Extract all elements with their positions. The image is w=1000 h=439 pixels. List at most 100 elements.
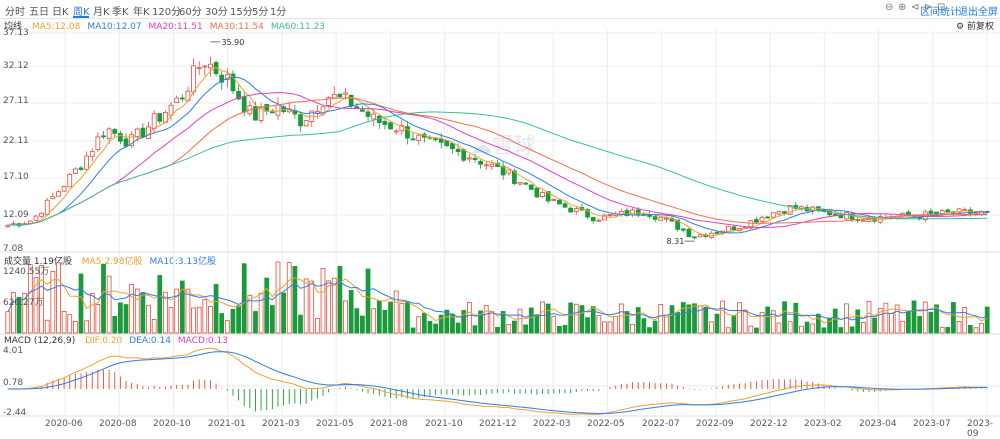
fullscreen-icon[interactable]: ⊡ — [937, 2, 946, 13]
volume-bar — [298, 314, 303, 334]
tab-6[interactable]: 年K — [133, 7, 150, 18]
candle-body — [320, 106, 326, 115]
volume-bar — [590, 306, 596, 334]
volume-bar — [821, 327, 827, 334]
volume-bar — [894, 304, 900, 334]
volume-bar — [129, 284, 135, 334]
prev-icon[interactable]: ⊲ — [911, 2, 920, 13]
volume-bar — [112, 316, 118, 334]
tab-10[interactable]: 15分 — [230, 7, 253, 18]
volume-bar — [123, 304, 129, 334]
volume-bar — [393, 290, 399, 334]
candle-body — [832, 213, 838, 216]
volume-bar — [647, 327, 652, 334]
macd-y-label: 4.01 — [3, 346, 24, 356]
candle-body — [860, 219, 866, 222]
candle-body — [236, 91, 241, 100]
candle-body — [101, 135, 106, 138]
tab-12[interactable]: 1分 — [270, 7, 287, 18]
candle-body — [67, 174, 73, 188]
legend-item: MA5:2.98亿股 — [81, 257, 143, 267]
legend-item: MA5:12.08 — [31, 22, 81, 32]
tab-11[interactable]: 5分 — [252, 7, 269, 18]
volume-bar — [900, 320, 906, 334]
volume-bar — [416, 316, 422, 334]
candle-body — [517, 182, 523, 185]
volume-bar — [573, 303, 579, 334]
volume-bar — [50, 271, 56, 334]
price-adjust-dropdown[interactable]: ⚙ 前复权 — [956, 19, 994, 32]
min-price-label: 8.31 — [667, 237, 685, 246]
candle-body — [337, 93, 343, 98]
volume-bar — [140, 292, 146, 334]
next-icon[interactable]: ⊳ — [924, 2, 933, 13]
volume-bar — [371, 308, 377, 334]
volume-bar — [635, 307, 641, 334]
x-axis-label: 2023-07 — [913, 419, 951, 429]
legend-item: MA10:3.13亿股 — [149, 257, 216, 267]
volume-bar — [72, 320, 78, 334]
tab-7[interactable]: 120分 — [152, 7, 182, 18]
legend-item: MACD:0.13 — [177, 336, 228, 346]
volume-bar — [427, 320, 433, 334]
tab-4[interactable]: 月K — [93, 7, 110, 18]
candle-body — [478, 160, 483, 165]
volume-bar — [956, 320, 962, 334]
tab-8[interactable]: 60分 — [179, 7, 202, 18]
volume-bar — [579, 305, 585, 334]
candle-body — [303, 120, 309, 127]
volume-bar — [720, 300, 726, 334]
candle-body — [50, 195, 56, 200]
x-axis-label: 2022-09 — [696, 419, 734, 429]
zoom-out-icon[interactable]: ⊖ — [885, 2, 894, 13]
x-axis-label: 2023-02 — [804, 419, 842, 429]
tab-9[interactable]: 30分 — [205, 7, 228, 18]
candle-body — [624, 210, 630, 216]
candle-body — [472, 157, 478, 160]
volume-bar — [669, 305, 675, 334]
volume-bar — [489, 311, 495, 334]
range-stats-link[interactable]: 区间统计 — [920, 7, 960, 18]
price-y-label: 7.08 — [3, 244, 24, 254]
tab-2[interactable]: 日K — [52, 7, 69, 18]
candle-body — [393, 130, 399, 133]
candle-body — [945, 209, 951, 213]
candle-body — [326, 97, 332, 106]
volume-bar — [641, 318, 647, 334]
tab-5[interactable]: 季K — [112, 7, 129, 18]
candle-body — [275, 104, 281, 116]
candle-body — [731, 226, 737, 231]
zoom-in-icon[interactable]: ⊕ — [898, 2, 907, 13]
tab-1[interactable]: 五日 — [29, 7, 49, 18]
volume-bar — [450, 313, 455, 334]
legend-item: MA20:11.51 — [148, 22, 203, 32]
candle-body — [438, 138, 444, 143]
volume-bar — [922, 301, 928, 334]
candle-body — [455, 148, 461, 152]
legend-item: MA30:11.54 — [209, 22, 264, 32]
candle-body — [602, 214, 607, 221]
volume-bar — [557, 325, 562, 334]
volume-bar — [962, 307, 968, 334]
candle-body — [230, 73, 236, 92]
x-axis-label: 2021-10 — [425, 419, 463, 429]
tab-3[interactable]: 周K — [73, 7, 90, 18]
candle-body — [371, 113, 377, 120]
candle-body — [461, 149, 467, 161]
volume-bar — [354, 308, 360, 334]
legend-item: MA10:12.07 — [87, 22, 142, 32]
volume-bar — [725, 327, 731, 334]
volume-bar — [264, 277, 270, 334]
candle-body — [838, 214, 844, 219]
volume-bar — [5, 311, 11, 334]
volume-bar — [770, 310, 776, 334]
volume-bar — [815, 313, 821, 334]
tab-0[interactable]: 分时 — [5, 7, 25, 18]
candle-body — [382, 121, 388, 125]
volume-bar — [410, 327, 416, 334]
volume-bar — [174, 288, 180, 334]
volume-bar — [804, 321, 810, 334]
price-y-label: 27.11 — [3, 96, 29, 106]
exit-fullscreen-link[interactable]: 退出全屏 — [958, 7, 998, 18]
